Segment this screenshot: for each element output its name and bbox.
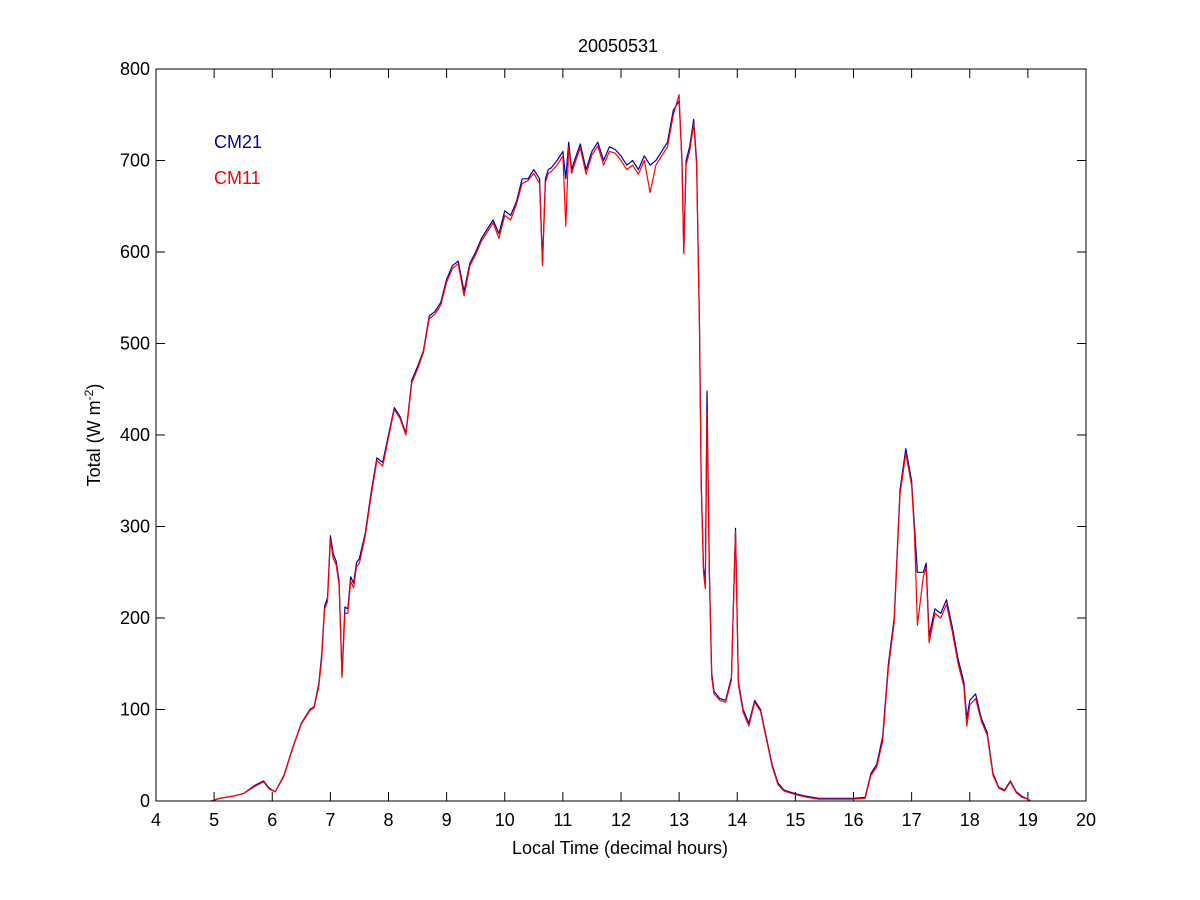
y-axis-label-main: Total (W m (84, 400, 104, 486)
x-tick-label: 19 (1018, 810, 1038, 830)
chart-title: 20050531 (578, 36, 658, 56)
x-tick-label: 6 (267, 810, 277, 830)
axis-ticks: 4 5 6 7 8 9 10 11 12 13 14 15 16 17 18 19 20010020030040… (120, 59, 1096, 830)
x-tick-label: 16 (843, 810, 863, 830)
x-tick-label: 13 (669, 810, 689, 830)
y-axis-label: Total (W m-2) (82, 384, 104, 487)
x-tick-label: 4 (151, 810, 161, 830)
series-layer (211, 93, 1032, 802)
x-tick-label: 17 (902, 810, 922, 830)
y-tick-label: 700 (120, 151, 150, 171)
x-axis-label: Local Time (decimal hours) (512, 838, 728, 858)
x-tick-label: 7 (325, 810, 335, 830)
x-tick-label: 5 (209, 810, 219, 830)
y-tick-label: 300 (120, 517, 150, 537)
x-tick-label: 8 (383, 810, 393, 830)
x-tick-label: 12 (611, 810, 631, 830)
y-tick-label: 400 (120, 425, 150, 445)
x-tick-label: 9 (442, 810, 452, 830)
y-tick-label: 200 (120, 608, 150, 628)
y-tick-label: 600 (120, 242, 150, 262)
y-axis-label-end: ) (84, 384, 104, 390)
y-axis-label-exponent: -2 (82, 389, 96, 400)
y-tick-label: 800 (120, 59, 150, 79)
y-tick-label: 100 (120, 700, 150, 720)
x-tick-label: 10 (495, 810, 515, 830)
y-tick-label: 500 (120, 334, 150, 354)
legend: CM21 CM11 (214, 132, 262, 188)
x-tick-label: 14 (727, 810, 747, 830)
x-tick-label: 18 (960, 810, 980, 830)
series-line-cm11 (211, 93, 1032, 802)
y-tick-label: 0 (140, 791, 150, 811)
legend-entry-cm11: CM11 (214, 168, 261, 188)
x-tick-label: 20 (1076, 810, 1096, 830)
plot-area-frame (155, 68, 1087, 802)
legend-entry-cm21: CM21 (214, 132, 262, 152)
x-tick-label: 11 (554, 810, 573, 830)
series-line-cm21 (211, 100, 1032, 802)
x-tick-label: 15 (785, 810, 805, 830)
